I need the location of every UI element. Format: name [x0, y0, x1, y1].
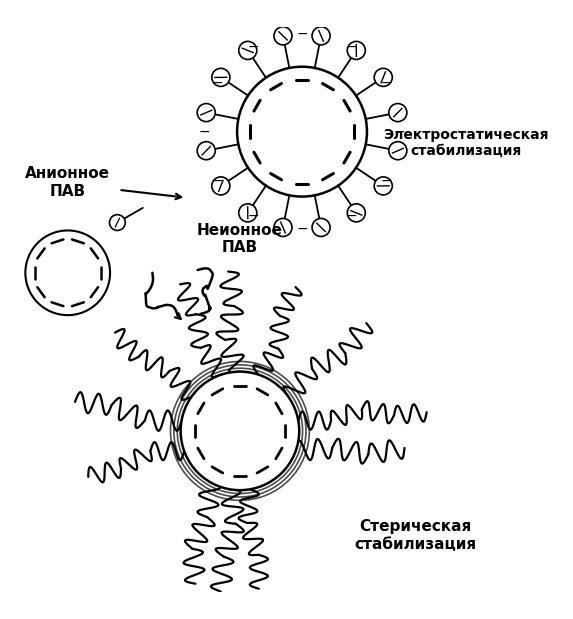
Circle shape — [347, 41, 366, 59]
Text: Электростатическая
стабилизация: Электростатическая стабилизация — [383, 128, 548, 158]
Circle shape — [239, 41, 257, 59]
Text: −: − — [296, 222, 308, 236]
Circle shape — [389, 142, 407, 160]
Text: −: − — [381, 173, 393, 188]
Circle shape — [237, 67, 367, 197]
Text: −: − — [394, 124, 406, 139]
Text: −: − — [345, 40, 356, 54]
Text: −: − — [381, 76, 393, 90]
Circle shape — [374, 68, 393, 87]
Circle shape — [180, 371, 299, 490]
Text: −: − — [211, 173, 223, 188]
Circle shape — [109, 215, 125, 230]
Circle shape — [389, 103, 407, 121]
Circle shape — [212, 68, 230, 87]
Text: Анионное
ПАВ: Анионное ПАВ — [25, 167, 110, 199]
Circle shape — [25, 230, 110, 315]
Circle shape — [374, 177, 393, 195]
Circle shape — [347, 204, 366, 222]
Text: −: − — [296, 27, 308, 41]
Text: Стерическая
стабилизация: Стерическая стабилизация — [354, 519, 476, 552]
Circle shape — [197, 103, 215, 121]
Circle shape — [312, 219, 330, 236]
Text: −: − — [248, 40, 259, 54]
Text: −: − — [248, 209, 259, 223]
Text: −: − — [198, 124, 210, 139]
Circle shape — [274, 27, 292, 45]
Circle shape — [274, 219, 292, 236]
Circle shape — [212, 177, 230, 195]
Text: Неионное
ПАВ: Неионное ПАВ — [197, 223, 283, 255]
Circle shape — [239, 204, 257, 222]
Text: −: − — [211, 76, 223, 90]
Circle shape — [197, 142, 215, 160]
Circle shape — [312, 27, 330, 45]
Text: −: − — [345, 209, 356, 223]
